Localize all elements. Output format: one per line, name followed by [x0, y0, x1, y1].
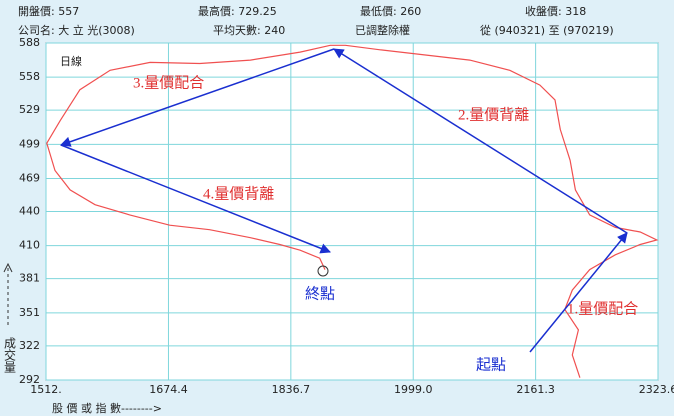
y-tick-label: 322 [19, 339, 40, 352]
annotation: 1.量價配合 [567, 300, 638, 317]
x-tick-label: 1512. [30, 383, 62, 396]
x-tick-label: 1674.4 [149, 383, 188, 396]
y-tick-label: 499 [19, 137, 40, 150]
end-marker [317, 265, 329, 277]
arrow [60, 144, 331, 254]
info-text: 從 (940321) 至 (970219) [480, 24, 614, 37]
info-text: 收盤價: 318 [525, 4, 586, 18]
arrow [333, 48, 628, 234]
arrow [529, 232, 628, 353]
x-tick-label: 2161.3 [516, 383, 555, 396]
info-text: 平均天數: 240 [213, 24, 285, 37]
info-text: 公司名: 大 立 光(3008) [18, 23, 135, 37]
y-tick-label: 529 [19, 103, 40, 116]
y-tick-label: 440 [19, 205, 40, 218]
info-text: 開盤價: 557 [18, 4, 79, 18]
annotation: 起點 [476, 356, 506, 373]
annotation: 4.量價背離 [203, 184, 274, 202]
x-tick-label: 1836.7 [272, 383, 311, 396]
x-tick-label: 1999.0 [394, 383, 433, 396]
y-tick-label: 588 [19, 36, 40, 49]
y-tick-label: 351 [19, 306, 40, 319]
x-axis-label: 股 價 或 指 數--------> [52, 401, 162, 415]
y-tick-label: 558 [19, 70, 40, 83]
y-tick-label: 410 [19, 239, 40, 252]
info-text: 已調整除權 [355, 23, 410, 37]
y-axis-arrow-head [3, 262, 13, 273]
arrow [60, 48, 335, 147]
price-volume-line [46, 44, 659, 378]
y-tick-label: 469 [19, 171, 40, 184]
x-tick-label: 2323.6 [639, 383, 674, 396]
annotation: 3.量價配合 [133, 74, 204, 91]
y-tick-label: 381 [19, 272, 40, 285]
subtitle: 日線 [60, 54, 82, 68]
info-text: 最高價: 729.25 [198, 4, 277, 18]
info-text: 最低價: 260 [360, 4, 421, 18]
y-axis-label: 成交量 [3, 337, 17, 373]
y-tick-label: 292 [19, 373, 40, 386]
annotation: 2.量價背離 [458, 105, 529, 123]
annotation: 終點 [305, 285, 335, 302]
